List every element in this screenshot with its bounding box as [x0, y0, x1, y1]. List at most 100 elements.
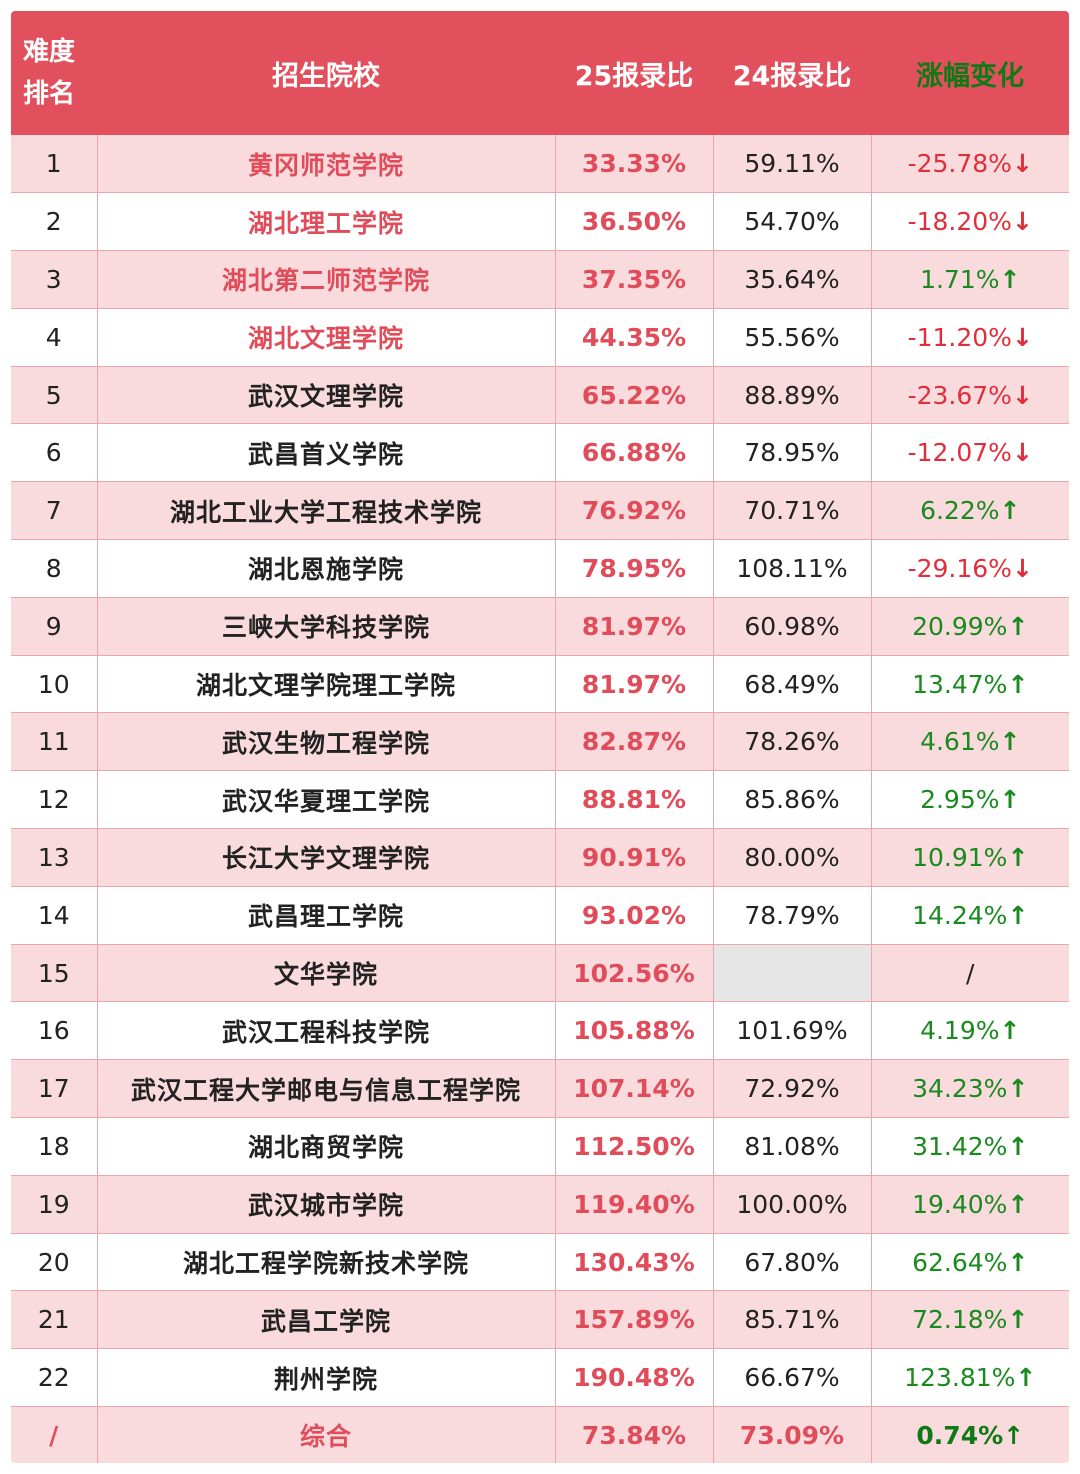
rank-cell: 15: [11, 944, 97, 1003]
change-cell: -23.67%↓: [870, 366, 1069, 425]
school-cell: 湖北工程学院新技术学院: [96, 1233, 555, 1292]
rank-cell: 21: [11, 1290, 97, 1350]
rank-cell: 11: [11, 712, 97, 772]
ratio24-cell: 85.71%: [712, 1290, 871, 1350]
table-row: 13 长江大学文理学院 90.91% 80.00% 10.91%↑: [11, 828, 1069, 887]
ratio24-cell: [712, 944, 871, 1003]
change-cell: 14.24%↑: [870, 886, 1069, 945]
ratio24-cell: 81.08%: [712, 1117, 871, 1176]
change-cell: 72.18%↑: [870, 1290, 1069, 1350]
ranking-table: 难度 排名 招生院校 25报录比 24报录比 涨幅变化 1 黄冈师范学院 33.33…: [11, 11, 1069, 1463]
table-row: 19 武汉城市学院 119.40% 100.00% 19.40%↑: [11, 1175, 1069, 1234]
change-value: -11.20%: [907, 322, 1012, 352]
change-value: 34.23%: [912, 1074, 1008, 1104]
ratio24-cell: 101.69%: [712, 1001, 871, 1061]
change-value: -18.20%: [907, 207, 1012, 237]
arrow-up-icon: ↑: [999, 1016, 1021, 1046]
change-value: -25.78%: [907, 149, 1012, 179]
ratio25-cell: 88.81%: [554, 770, 713, 830]
ratio24-cell: 108.11%: [712, 539, 871, 598]
rank-cell: 7: [11, 481, 97, 541]
school-cell: 湖北文理学院: [96, 308, 555, 367]
table-row: 6 武昌首义学院 66.88% 78.95% -12.07%↓: [11, 423, 1069, 483]
change-cell: 4.61%↑: [870, 712, 1069, 772]
rank-cell: 17: [11, 1059, 97, 1119]
change-value: 31.42%: [912, 1131, 1008, 1161]
arrow-up-icon: ↑: [999, 496, 1021, 526]
ratio25-cell: 93.02%: [554, 886, 713, 945]
change-value: 1.71%: [920, 264, 1000, 294]
ratio24-cell: 60.98%: [712, 597, 871, 656]
change-cell: 1.71%↑: [870, 250, 1069, 309]
school-cell: 黄冈师范学院: [96, 135, 555, 194]
school-cell: 武汉工程大学邮电与信息工程学院: [96, 1059, 555, 1119]
header-rank-line1: 难度: [23, 37, 76, 67]
change-cell: -18.20%↓: [870, 192, 1069, 252]
rank-cell: 19: [11, 1175, 97, 1234]
change-cell: 20.99%↑: [870, 597, 1069, 656]
change-value: 123.81%: [904, 1363, 1016, 1393]
change-cell: -11.20%↓: [870, 308, 1069, 367]
arrow-up-icon: ↑: [1007, 1074, 1029, 1104]
rank-cell: 6: [11, 423, 97, 483]
total-row: / 综合 73.84% 73.09% 0.74%↑: [11, 1406, 1069, 1463]
arrow-up-icon: ↑: [1007, 1247, 1029, 1277]
school-cell: 武汉工程科技学院: [96, 1001, 555, 1061]
table-row: 10 湖北文理学院理工学院 81.97% 68.49% 13.47%↑: [11, 655, 1069, 714]
rank-cell: 13: [11, 828, 97, 887]
ratio25-cell: 78.95%: [554, 539, 713, 598]
table-row: 9 三峡大学科技学院 81.97% 60.98% 20.99%↑: [11, 597, 1069, 656]
ratio25-cell: 190.48%: [554, 1348, 713, 1408]
table-row: 2 湖北理工学院 36.50% 54.70% -18.20%↓: [11, 192, 1069, 252]
ratio25-cell: 37.35%: [554, 250, 713, 309]
total-school-cell: 综合: [96, 1406, 555, 1463]
change-value: 6.22%: [920, 496, 1000, 526]
table-row: 20 湖北工程学院新技术学院 130.43% 67.80% 62.64%↑: [11, 1233, 1069, 1292]
rank-cell: 12: [11, 770, 97, 830]
table-row: 21 武昌工学院 157.89% 85.71% 72.18%↑: [11, 1290, 1069, 1350]
ratio24-cell: 67.80%: [712, 1233, 871, 1292]
school-cell: 湖北文理学院理工学院: [96, 655, 555, 714]
change-cell: 123.81%↑: [870, 1348, 1069, 1408]
school-cell: 湖北工业大学工程技术学院: [96, 481, 555, 541]
school-cell: 文华学院: [96, 944, 555, 1003]
change-value: 14.24%: [912, 900, 1008, 930]
school-cell: 武昌理工学院: [96, 886, 555, 945]
ratio24-cell: 88.89%: [712, 366, 871, 425]
ratio25-cell: 90.91%: [554, 828, 713, 887]
change-cell: 4.19%↑: [870, 1001, 1069, 1061]
change-cell: -29.16%↓: [870, 539, 1069, 598]
ratio24-cell: 35.64%: [712, 250, 871, 309]
arrow-up-icon: ↑: [999, 785, 1021, 815]
arrow-down-icon: ↓: [1011, 322, 1033, 352]
total-change-cell: 0.74%↑: [870, 1406, 1069, 1463]
school-cell: 武汉生物工程学院: [96, 712, 555, 772]
table-row: 4 湖北文理学院 44.35% 55.56% -11.20%↓: [11, 308, 1069, 367]
ratio25-cell: 44.35%: [554, 308, 713, 367]
rank-cell: 9: [11, 597, 97, 656]
header-change: 涨幅变化: [916, 60, 1024, 92]
ratio25-cell: 36.50%: [554, 192, 713, 252]
table-row: 16 武汉工程科技学院 105.88% 101.69% 4.19%↑: [11, 1001, 1069, 1061]
ratio25-cell: 65.22%: [554, 366, 713, 425]
table-row: 18 湖北商贸学院 112.50% 81.08% 31.42%↑: [11, 1117, 1069, 1176]
table-row: 22 荆州学院 190.48% 66.67% 123.81%↑: [11, 1348, 1069, 1408]
table-body: 1 黄冈师范学院 33.33% 59.11% -25.78%↓ 2 湖北理工学院 36.50%…: [11, 135, 1069, 1463]
rank-cell: 4: [11, 308, 97, 367]
ratio25-cell: 82.87%: [554, 712, 713, 772]
total-ratio25-cell: 73.84%: [554, 1406, 713, 1463]
ratio25-cell: 105.88%: [554, 1001, 713, 1061]
change-value: 4.61%: [920, 727, 1000, 757]
school-cell: 武汉华夏理工学院: [96, 770, 555, 830]
change-value: /: [966, 958, 975, 988]
change-value: 62.64%: [912, 1247, 1008, 1277]
change-value: 72.18%: [912, 1305, 1008, 1335]
ratio24-cell: 59.11%: [712, 135, 871, 194]
change-cell: 6.22%↑: [870, 481, 1069, 541]
school-cell: 武汉城市学院: [96, 1175, 555, 1234]
change-cell: 34.23%↑: [870, 1059, 1069, 1119]
rank-cell: 18: [11, 1117, 97, 1176]
ratio25-cell: 130.43%: [554, 1233, 713, 1292]
change-value: 13.47%: [912, 669, 1008, 699]
arrow-down-icon: ↓: [1011, 553, 1033, 583]
